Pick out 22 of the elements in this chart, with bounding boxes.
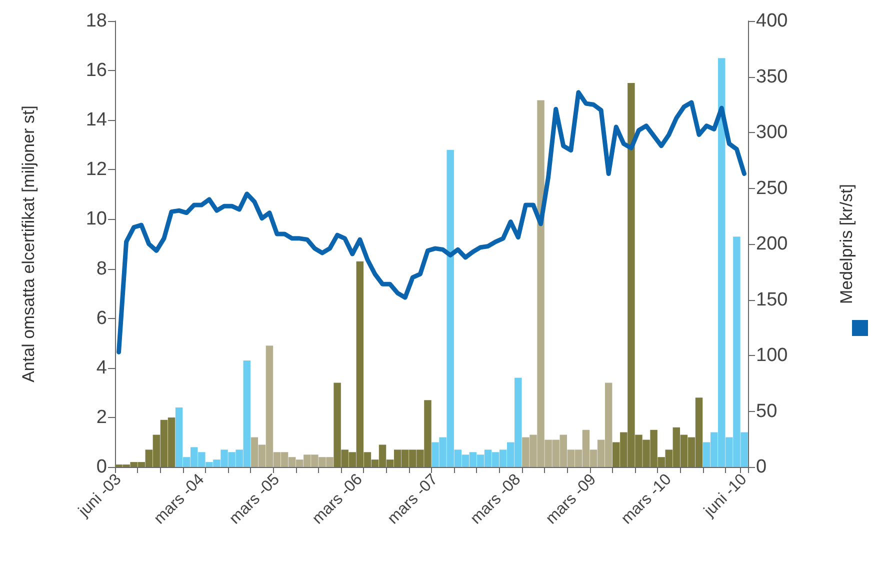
y2-tick-label: 150	[756, 289, 788, 310]
y-tick-label: 10	[86, 208, 107, 230]
y-axis-title: Antal omsatta elcertifikat [miljoner st]	[19, 106, 38, 382]
y-tick-label: 2	[96, 406, 107, 428]
y2-tick-label: 200	[756, 234, 788, 254]
y-tick-label: 0	[96, 456, 107, 478]
line-series	[116, 90, 746, 354]
y-tick-label: 6	[96, 308, 107, 329]
y2-tick-label: 50	[756, 400, 778, 422]
y-tick-label: 18	[86, 10, 107, 32]
y-tick-label: 16	[86, 60, 107, 82]
y2-tick-label: 400	[756, 10, 788, 32]
y-tick-label: 12	[86, 159, 107, 180]
y2-tick-label: 250	[756, 178, 788, 199]
y2-axis-title: Medelpris [kr/st]	[837, 184, 856, 304]
y-tick-label: 8	[96, 258, 107, 280]
y2-tick-label: 350	[756, 66, 788, 88]
y2-tick-label: 300	[756, 122, 788, 143]
y-tick-label: 14	[86, 110, 108, 131]
y2-tick-label: 100	[756, 345, 788, 366]
y-tick-label: 4	[96, 357, 108, 378]
y2-tick-label: 0	[756, 456, 767, 478]
